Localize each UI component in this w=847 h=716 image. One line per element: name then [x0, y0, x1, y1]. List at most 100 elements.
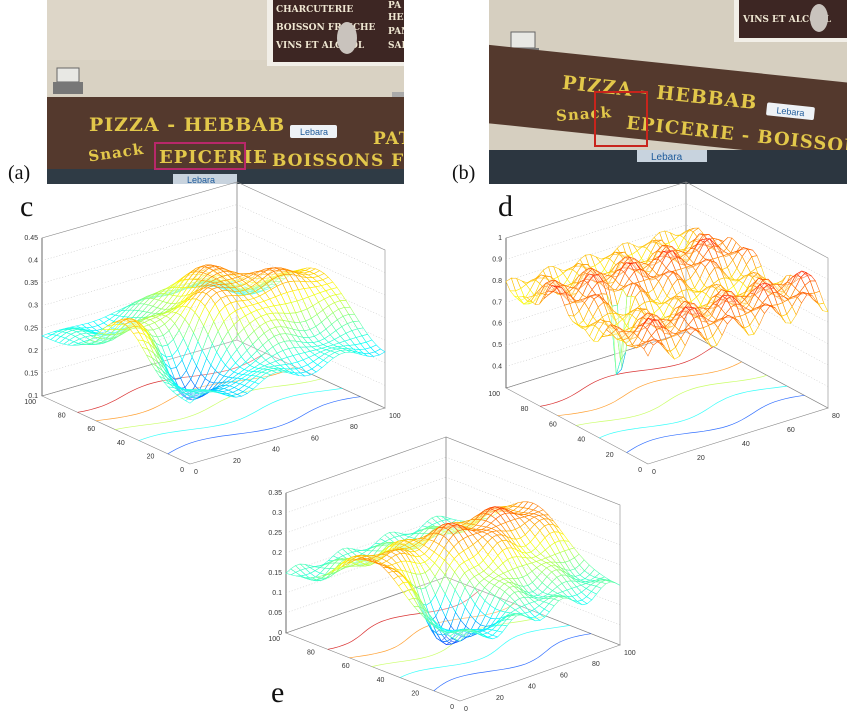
y-tick-c-1: 20 [147, 453, 155, 460]
floor-contour-d-3 [557, 361, 742, 417]
x-tick-e-2: 40 [528, 684, 536, 691]
z-tick-d-1: 0.5 [492, 342, 502, 349]
upper-side-text-1: PA [388, 1, 402, 11]
storefront-photo-b-drawing: VINS ET ALCOOL PIZZA - HEBBAB Snack EPIC… [489, 0, 847, 184]
x-tick-d-1: 20 [697, 455, 705, 462]
z-tick-e-4: 0.2 [272, 550, 282, 557]
upper-sign-line-3: VINS ET ALCOOL [275, 41, 365, 51]
roi-box-b [594, 91, 648, 147]
surface-mesh-e [285, 501, 621, 645]
upper-side-text-4: SALA [388, 41, 404, 51]
y-tick-c-0: 0 [180, 467, 184, 474]
storefront-photo-b: VINS ET ALCOOL PIZZA - HEBBAB Snack EPIC… [489, 0, 847, 184]
upper-sign-line-1: CHARCUTERIE [276, 5, 353, 15]
z-tick-d-3: 0.7 [492, 299, 502, 306]
x-tick-c-3: 60 [311, 435, 319, 442]
floor-contour-d-1 [599, 385, 788, 439]
z-tick-d-6: 1 [498, 235, 502, 242]
lebara-logo-b: Lebara [776, 105, 805, 118]
y-tick-c-4: 80 [58, 413, 66, 420]
x-tick-c-2: 40 [272, 447, 280, 454]
z-tick-c-1: 0.15 [24, 370, 38, 377]
z-tick-e-1: 0.05 [268, 610, 282, 617]
x-tick-e-3: 60 [560, 672, 568, 679]
z-tick-c-7: 0.45 [24, 235, 38, 242]
y-tick-d-3: 60 [549, 421, 557, 428]
surface-mesh-d [505, 227, 829, 376]
z-tick-d-4: 0.8 [492, 278, 502, 285]
lebara-logo-a: Lebara [300, 127, 328, 137]
z-tick-e-7: 0.35 [268, 490, 282, 497]
floor-contour-d-4 [540, 346, 714, 407]
sign-boissons: - BOISSONS FR [257, 151, 404, 171]
x-tick-e-5: 100 [624, 650, 636, 657]
x-tick-d-0: 0 [652, 469, 656, 476]
z-tick-e-2: 0.1 [272, 590, 282, 597]
surface-plot-e: 00.050.10.150.20.250.30.3502040608010002… [268, 436, 636, 713]
surface-plot-c: 0.1 0.15 0.2 0.25 0.3 0.35 0.4 0.45 0 20 40 60 80 100… [24, 181, 401, 476]
z-tick-c-4: 0.3 [28, 303, 38, 310]
y-tick-c-3: 60 [87, 426, 95, 433]
y-tick-d-4: 80 [521, 406, 529, 413]
z-tick-c-2: 0.2 [28, 348, 38, 355]
label-b: (b) [452, 162, 476, 184]
y-tick-c-5: 100 [24, 399, 36, 406]
label-d: d [498, 190, 513, 223]
label-e: e [271, 676, 285, 709]
sign-b-snack: Snack [555, 103, 612, 125]
surface-plot-d: 0.4 0.5 0.6 0.7 0.8 0.9 1 0 20 40 60 80 0 20 40 60 80 100 [488, 181, 840, 476]
x-tick-e-4: 80 [592, 661, 600, 668]
floor-contour-d-2 [576, 374, 767, 426]
y-tick-e-1: 20 [411, 690, 419, 697]
floor-contour-d-0 [626, 394, 805, 453]
x-tick-d-4: 80 [832, 413, 840, 420]
z-tick-d-0: 0.4 [492, 364, 502, 371]
label-a: (a) [8, 162, 31, 184]
upper-side-text-3: PAN [388, 27, 404, 37]
upper-sign-line-2: BOISSON FRAICHE [276, 23, 376, 33]
z-tick-c-3: 0.25 [24, 325, 38, 332]
label-c: c [20, 190, 34, 223]
y-tick-d-0: 0 [638, 467, 642, 474]
lebara-bottom-a: Lebara [187, 175, 215, 184]
z-tick-e-5: 0.25 [268, 530, 282, 537]
y-tick-e-3: 60 [342, 663, 350, 670]
y-tick-d-1: 20 [606, 452, 614, 459]
x-tick-e-0: 0 [464, 706, 468, 713]
floor-contour-c-2 [115, 378, 322, 430]
x-tick-c-4: 80 [350, 424, 358, 431]
roi-box-a [154, 142, 246, 170]
z-tick-c-0: 0.1 [28, 393, 38, 400]
z-tick-e-0: 0 [278, 630, 282, 637]
x-tick-d-2: 40 [742, 441, 750, 448]
y-tick-e-0: 0 [450, 704, 454, 711]
surface-mesh-c [41, 264, 386, 404]
y-tick-d-5: 100 [488, 391, 500, 398]
floor-contour-e-3 [349, 603, 515, 659]
storefront-photo-a-drawing: CHARCUTERIE BOISSON FRAICHE VINS ET ALCO… [47, 0, 404, 184]
upper-sign-b-line: VINS ET ALCOOL [742, 15, 832, 25]
sign-line-pizza: PIZZA - HEBBAB [89, 114, 285, 136]
z-tick-e-3: 0.15 [268, 570, 282, 577]
y-tick-e-5: 100 [268, 636, 280, 643]
z-tick-d-5: 0.9 [492, 256, 502, 263]
z-tick-c-6: 0.4 [28, 258, 38, 265]
z-tick-c-5: 0.35 [24, 280, 38, 287]
lebara-bottom-b: Lebara [651, 152, 683, 163]
y-tick-d-2: 40 [577, 437, 585, 444]
floor-contour-c-1 [138, 388, 343, 441]
x-tick-d-3: 60 [787, 427, 795, 434]
x-tick-c-1: 20 [233, 458, 241, 465]
y-tick-e-4: 80 [307, 650, 315, 657]
y-tick-e-2: 40 [377, 677, 385, 684]
x-tick-c-5: 100 [389, 413, 401, 420]
upper-side-text-2: HEB [388, 13, 404, 23]
floor-contour-e-1 [400, 625, 570, 678]
sign-right-edge: PAT [373, 129, 404, 149]
floor-contour-e-4 [327, 589, 480, 650]
floor-contour-e-0 [433, 633, 592, 692]
sign-epicerie: EPICERIE [159, 147, 268, 168]
floor-contour-c-0 [167, 396, 361, 455]
z-tick-e-6: 0.3 [272, 510, 282, 517]
x-tick-c-0: 0 [194, 469, 198, 476]
